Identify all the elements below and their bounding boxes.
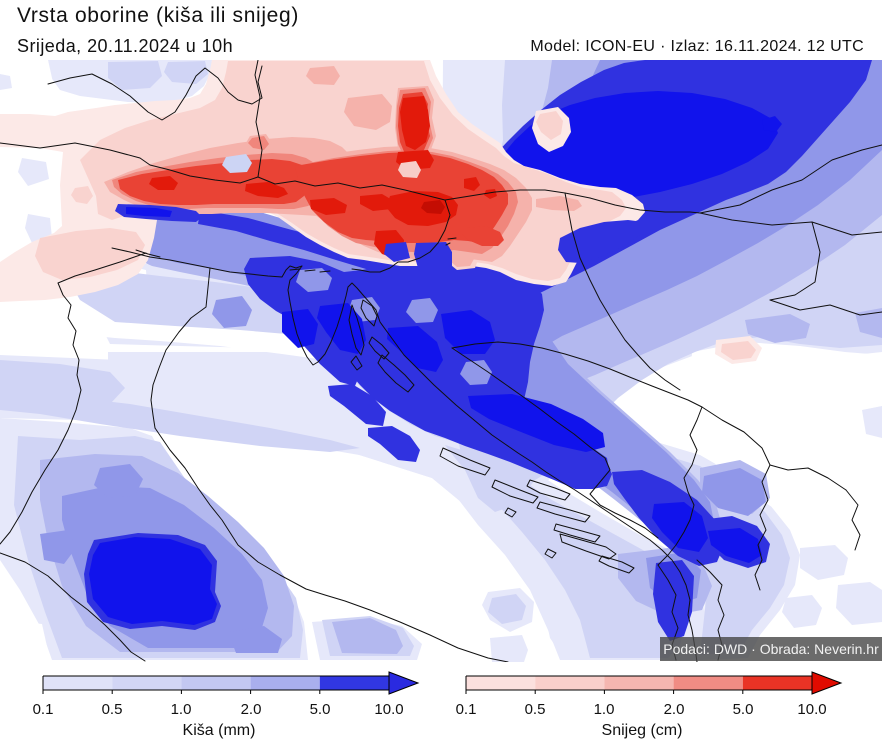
svg-text:1.0: 1.0: [171, 701, 192, 718]
svg-text:2.0: 2.0: [664, 701, 685, 718]
svg-text:10.0: 10.0: [374, 701, 403, 718]
svg-text:5.0: 5.0: [310, 701, 331, 718]
svg-text:0.1: 0.1: [456, 701, 477, 718]
svg-text:2.0: 2.0: [241, 701, 262, 718]
svg-text:1.0: 1.0: [594, 701, 615, 718]
svg-text:Snijeg (cm): Snijeg (cm): [602, 722, 683, 739]
svg-text:5.0: 5.0: [733, 701, 754, 718]
svg-text:10.0: 10.0: [797, 701, 826, 718]
svg-text:0.5: 0.5: [102, 701, 123, 718]
svg-text:0.1: 0.1: [33, 701, 54, 718]
svg-text:Kiša (mm): Kiša (mm): [183, 722, 256, 739]
svg-text:0.5: 0.5: [525, 701, 546, 718]
